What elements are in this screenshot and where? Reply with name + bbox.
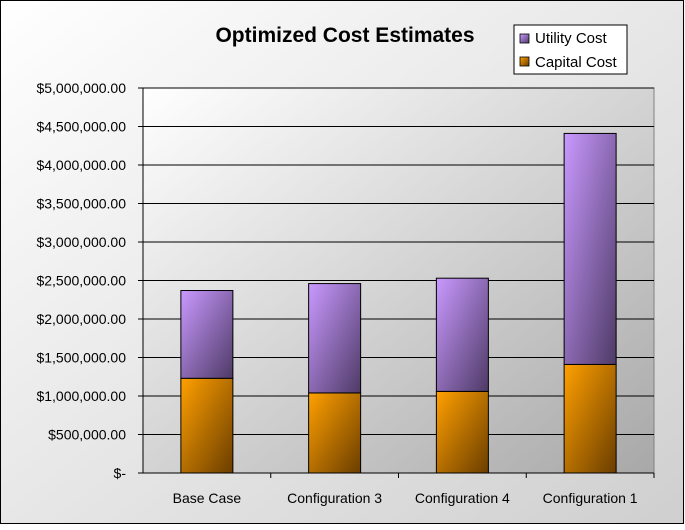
y-tick-label: $4,500,000.00 [36,119,126,135]
y-tick-label: $1,000,000.00 [36,388,126,404]
legend-label-capital: Capital Cost [535,54,618,71]
legend-swatch-utility [519,33,530,44]
x-tick-label: Base Case [173,490,242,506]
legend: Utility Cost Capital Cost [513,24,628,75]
axes: $- $500,000.00 $1,000,000.00 $1,500,000.00 $… [36,80,655,506]
y-tick-label: $2,500,000.00 [36,273,126,289]
bar-capital-cost [180,377,234,474]
bar-utility-cost [180,290,234,379]
legend-box [513,24,628,75]
bar-capital-cost [563,363,617,474]
y-tick-label: $1,500,000.00 [36,350,126,366]
bar-capital-cost [308,392,362,474]
y-tick-label: $5,000,000.00 [36,80,126,96]
x-tick-label: Configuration 1 [543,490,638,506]
y-tick-label: $500,000.00 [48,427,126,443]
chart-title: Optimized Cost Estimates [215,24,474,47]
legend-label-utility: Utility Cost [535,30,608,47]
y-tick-label: $- [114,465,127,481]
bar-utility-cost [563,132,617,365]
bar-capital-cost [435,390,489,474]
y-tick-label: $4,000,000.00 [36,157,126,173]
x-tick-label: Configuration 3 [287,490,382,506]
y-tick-label: $2,000,000.00 [36,311,126,327]
bar-utility-cost [435,277,489,392]
y-tick-label: $3,500,000.00 [36,196,126,212]
x-tick-label: Configuration 4 [415,490,510,506]
legend-swatch-capital [519,56,530,67]
bar-utility-cost [308,283,362,394]
y-tick-label: $3,000,000.00 [36,234,126,250]
